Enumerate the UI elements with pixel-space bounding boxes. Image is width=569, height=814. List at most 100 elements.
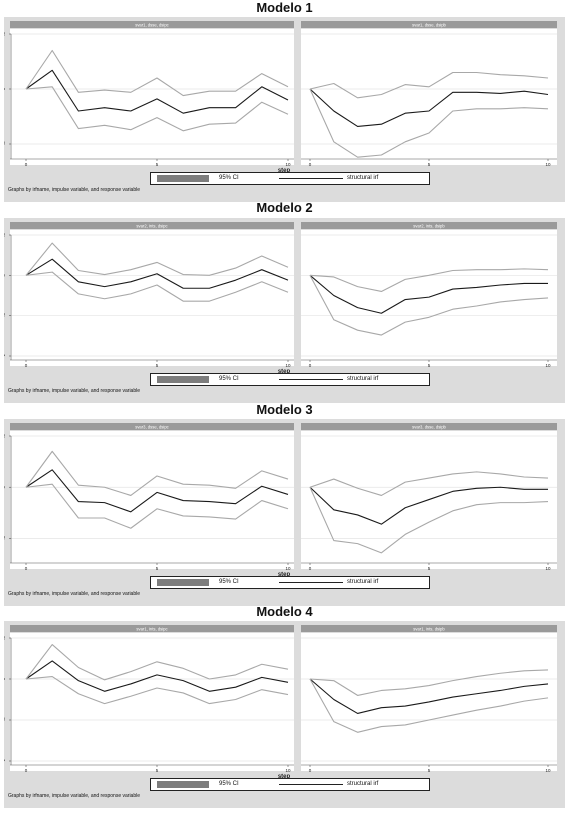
series-line-ci-upper	[25, 450, 289, 496]
figure-footnote: Graphs by irfname, impulse variable, and…	[8, 187, 141, 193]
x-axis-title: step	[278, 369, 291, 375]
x-axis-title: step	[278, 774, 291, 780]
x-tick-label: 5	[156, 363, 159, 368]
model-plot-svg: svar2, ints, dsipc.50-.5-10510stepsvar2,…	[4, 222, 557, 375]
panel-header-bar	[10, 423, 294, 430]
y-tick-label: 0	[4, 87, 6, 90]
legend-swatch-irf	[279, 784, 343, 785]
panel-header-bar	[301, 625, 557, 632]
legend-swatch-irf	[279, 178, 343, 179]
legend-swatch-ci	[157, 376, 209, 383]
x-tick-label: 5	[156, 768, 159, 773]
series-line-structural-irf	[25, 258, 289, 289]
series-line-ci-lower	[309, 487, 549, 554]
panel-header-bar	[10, 21, 294, 28]
x-tick-label: 5	[428, 768, 431, 773]
legend-label-irf: structural irf	[347, 376, 379, 382]
panel-header-label: svar1, ints, dsipc	[136, 627, 167, 632]
panel-header-bar	[10, 625, 294, 632]
series-line-ci-upper	[309, 71, 549, 99]
series-line-ci-lower	[25, 271, 289, 302]
x-tick-label: 0	[25, 162, 28, 167]
x-tick-label: 0	[309, 566, 312, 571]
panel-header-bar	[301, 423, 557, 430]
legend-swatch-ci	[157, 175, 209, 182]
panel-header-label: svar1, dsse, dsipb	[412, 23, 446, 28]
x-tick-label: 10	[545, 768, 551, 773]
model-title: Modelo 4	[256, 604, 313, 619]
x-tick-label: 10	[285, 162, 291, 167]
y-tick-label: -.5	[4, 141, 6, 147]
panel-plot-area	[301, 230, 557, 366]
panel-header-bar	[301, 222, 557, 229]
series-line-ci-lower	[25, 675, 289, 705]
series-line-ci-lower	[25, 86, 289, 132]
y-tick-label: 0	[4, 486, 6, 489]
model-figure-panel: svar2, ints, dsipc.50-.5-10510stepsvar2,…	[4, 218, 565, 403]
panel-header-label: svar2, ints, dsipb	[413, 224, 445, 229]
series-line-structural-irf	[309, 274, 548, 314]
x-tick-label: 5	[156, 162, 159, 167]
series-line-structural-irf	[309, 678, 549, 714]
panel-header-label: svar3, dsse, dsipb	[412, 425, 446, 430]
panel-header-label: svar1, ints, dsipb	[413, 627, 445, 632]
x-tick-label: 0	[25, 566, 28, 571]
x-tick-label: 10	[545, 162, 551, 167]
model-figure-panel: svar1, ints, dsipc.50-.5-10510stepsvar1,…	[4, 621, 565, 808]
panel-header-label: svar1, dsse, dsipc	[135, 23, 169, 28]
panel-plot-area	[301, 29, 557, 165]
x-axis-title: step	[278, 572, 291, 578]
figure-footnote: Graphs by irfname, impulse variable, and…	[8, 388, 141, 394]
x-tick-label: 0	[309, 162, 312, 167]
model-plot-svg: svar1, ints, dsipc.50-.5-10510stepsvar1,…	[4, 625, 557, 780]
series-line-ci-lower	[309, 88, 549, 158]
model-title: Modelo 2	[256, 200, 313, 215]
x-tick-label: 5	[156, 566, 159, 571]
x-tick-label: 10	[285, 768, 291, 773]
panel-plot-area	[10, 431, 294, 569]
series-line-ci-upper	[309, 268, 549, 293]
series-line-structural-irf	[25, 69, 289, 114]
x-tick-label: 5	[428, 162, 431, 167]
x-tick-label: 10	[285, 566, 291, 571]
x-tick-label: 10	[545, 363, 551, 368]
x-tick-label: 0	[25, 768, 28, 773]
legend-label-ci: 95% CI	[219, 376, 239, 382]
x-tick-label: 0	[309, 363, 312, 368]
x-tick-label: 10	[285, 363, 291, 368]
legend-swatch-ci	[157, 579, 209, 586]
y-tick-label: -.5	[4, 535, 6, 541]
series-line-ci-upper	[309, 669, 549, 696]
y-tick-label: .5	[4, 434, 6, 438]
y-tick-label: .5	[4, 636, 6, 640]
y-tick-label: -1	[4, 759, 6, 763]
panel-plot-area	[10, 29, 294, 165]
x-tick-label: 5	[428, 363, 431, 368]
series-line-ci-lower	[309, 275, 549, 336]
series-line-ci-lower	[25, 483, 289, 529]
panel-header-bar	[301, 21, 557, 28]
legend: 95% CI structural irf	[150, 576, 430, 589]
series-line-structural-irf	[25, 660, 289, 692]
y-tick-label: -.5	[4, 717, 6, 723]
series-line-structural-irf	[309, 486, 548, 525]
panel-plot-area	[10, 230, 294, 366]
legend-label-irf: structural irf	[347, 579, 379, 585]
y-tick-label: .5	[4, 32, 6, 36]
x-tick-label: 10	[545, 566, 551, 571]
series-line-ci-upper	[25, 242, 289, 276]
y-tick-label: -.5	[4, 313, 6, 319]
y-tick-label: -1	[4, 354, 6, 358]
x-tick-label: 5	[428, 566, 431, 571]
legend-label-irf: structural irf	[347, 175, 379, 181]
legend: 95% CI structural irf	[150, 373, 430, 386]
legend-label-irf: structural irf	[347, 781, 379, 787]
y-tick-label: 0	[4, 677, 6, 680]
legend-label-ci: 95% CI	[219, 579, 239, 585]
legend: 95% CI structural irf	[150, 778, 430, 791]
panel-header-label: svar3, dsse, dsipc	[135, 425, 169, 430]
series-line-structural-irf	[309, 88, 549, 127]
